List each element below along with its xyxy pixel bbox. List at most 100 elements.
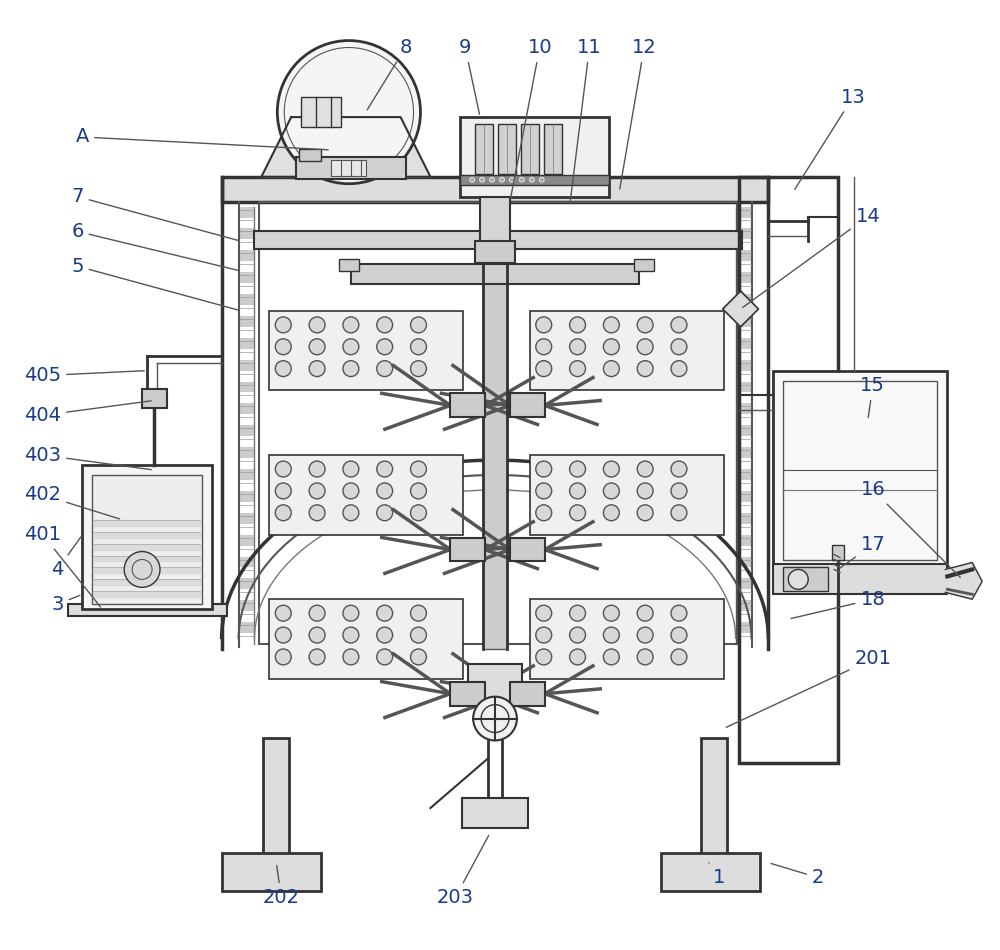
Bar bbox=[736, 228, 752, 239]
Bar bbox=[736, 404, 752, 414]
Circle shape bbox=[603, 504, 619, 521]
Polygon shape bbox=[261, 117, 430, 177]
Circle shape bbox=[343, 649, 359, 665]
Circle shape bbox=[277, 41, 420, 183]
Circle shape bbox=[671, 649, 687, 665]
Circle shape bbox=[377, 649, 393, 665]
Bar bbox=[239, 382, 254, 392]
Text: 8: 8 bbox=[367, 38, 412, 110]
Bar bbox=[736, 600, 752, 611]
Text: 18: 18 bbox=[791, 590, 885, 618]
Bar bbox=[239, 622, 254, 633]
Bar bbox=[736, 535, 752, 545]
Bar bbox=[269, 311, 463, 390]
Circle shape bbox=[788, 569, 808, 589]
Circle shape bbox=[411, 361, 426, 376]
Circle shape bbox=[603, 649, 619, 665]
Bar bbox=[739, 177, 838, 763]
Bar bbox=[736, 316, 752, 327]
Circle shape bbox=[343, 461, 359, 477]
Circle shape bbox=[343, 317, 359, 332]
Bar bbox=[239, 600, 254, 611]
Bar bbox=[510, 682, 545, 706]
Circle shape bbox=[309, 317, 325, 332]
Circle shape bbox=[309, 605, 325, 621]
Circle shape bbox=[275, 605, 291, 621]
Circle shape bbox=[343, 361, 359, 376]
Circle shape bbox=[275, 649, 291, 665]
Circle shape bbox=[536, 504, 552, 521]
Bar bbox=[736, 250, 752, 261]
Bar bbox=[339, 259, 359, 271]
Circle shape bbox=[377, 461, 393, 477]
Circle shape bbox=[480, 178, 485, 182]
Circle shape bbox=[637, 461, 653, 477]
Bar bbox=[450, 538, 485, 561]
Circle shape bbox=[570, 483, 585, 499]
Bar bbox=[783, 567, 828, 591]
Text: 16: 16 bbox=[860, 481, 960, 578]
Circle shape bbox=[637, 649, 653, 665]
Bar bbox=[480, 197, 510, 252]
Bar bbox=[510, 393, 545, 417]
Text: 6: 6 bbox=[71, 222, 239, 271]
Text: 12: 12 bbox=[620, 38, 657, 189]
Bar bbox=[521, 124, 539, 174]
Circle shape bbox=[343, 483, 359, 499]
Polygon shape bbox=[945, 562, 982, 599]
Bar bbox=[544, 124, 562, 174]
Bar bbox=[263, 738, 289, 867]
Circle shape bbox=[570, 461, 585, 477]
Bar bbox=[530, 455, 724, 535]
Bar bbox=[736, 513, 752, 523]
Circle shape bbox=[671, 361, 687, 376]
Bar bbox=[475, 241, 515, 263]
Bar bbox=[239, 316, 254, 327]
Circle shape bbox=[275, 339, 291, 354]
Bar bbox=[736, 426, 752, 436]
Bar bbox=[736, 382, 752, 392]
Bar bbox=[701, 738, 727, 867]
Text: 11: 11 bbox=[570, 38, 602, 204]
Text: 9: 9 bbox=[459, 38, 480, 114]
Text: 401: 401 bbox=[24, 525, 101, 607]
Circle shape bbox=[671, 461, 687, 477]
Circle shape bbox=[536, 361, 552, 376]
Bar bbox=[239, 338, 254, 349]
Circle shape bbox=[637, 483, 653, 499]
Bar bbox=[634, 259, 654, 271]
Circle shape bbox=[411, 649, 426, 665]
Circle shape bbox=[536, 649, 552, 665]
Bar bbox=[736, 469, 752, 480]
Circle shape bbox=[343, 504, 359, 521]
Bar bbox=[259, 201, 737, 644]
Bar bbox=[460, 175, 609, 184]
Bar bbox=[530, 599, 724, 679]
Bar bbox=[736, 557, 752, 567]
Circle shape bbox=[377, 627, 393, 643]
Text: 4: 4 bbox=[51, 537, 81, 579]
Circle shape bbox=[570, 605, 585, 621]
Bar bbox=[736, 206, 752, 218]
Text: 14: 14 bbox=[743, 207, 880, 308]
Bar bbox=[239, 228, 254, 239]
Circle shape bbox=[275, 483, 291, 499]
Text: 203: 203 bbox=[437, 835, 489, 907]
Circle shape bbox=[411, 339, 426, 354]
Circle shape bbox=[671, 339, 687, 354]
Bar bbox=[530, 311, 724, 390]
Circle shape bbox=[671, 627, 687, 643]
Circle shape bbox=[570, 504, 585, 521]
Bar bbox=[736, 447, 752, 458]
Bar bbox=[351, 264, 639, 284]
Circle shape bbox=[473, 696, 517, 740]
Circle shape bbox=[603, 361, 619, 376]
Circle shape bbox=[603, 627, 619, 643]
Circle shape bbox=[671, 483, 687, 499]
Circle shape bbox=[603, 317, 619, 332]
Bar bbox=[483, 252, 507, 649]
Circle shape bbox=[536, 317, 552, 332]
Text: 402: 402 bbox=[24, 485, 120, 519]
Bar bbox=[460, 117, 609, 197]
Circle shape bbox=[309, 649, 325, 665]
